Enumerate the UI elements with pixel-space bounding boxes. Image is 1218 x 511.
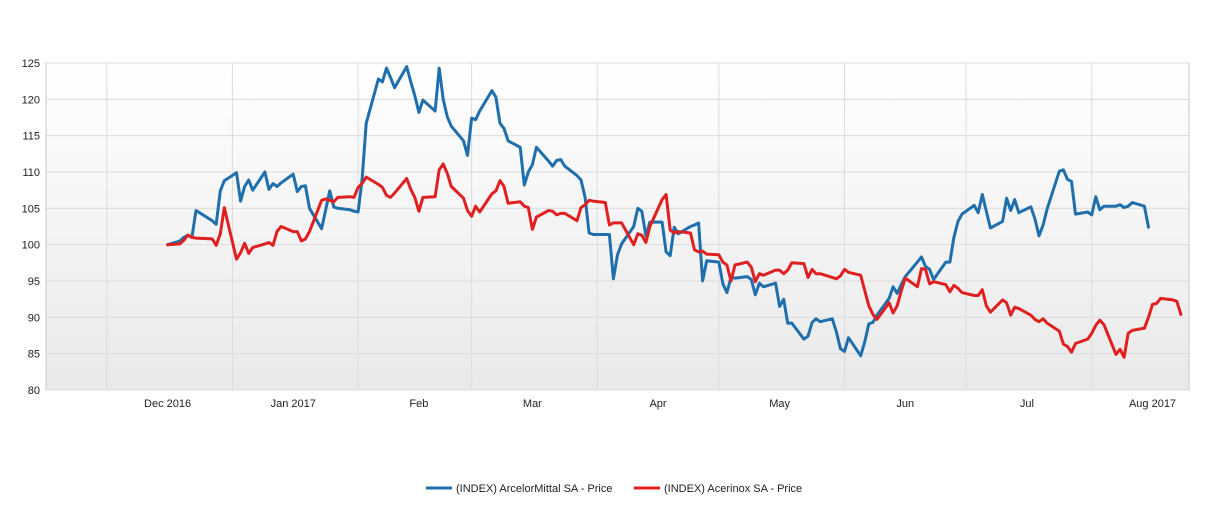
y-tick-label: 105 [22, 203, 40, 215]
vertical-gridlines [106, 63, 1093, 390]
legend: (INDEX) ArcelorMittal SA - Price (INDEX) … [426, 483, 802, 495]
x-tick-label: Dec 2016 [144, 398, 191, 410]
x-tick-label: Jun [896, 398, 914, 410]
y-tick-label: 100 [22, 240, 40, 252]
y-tick-label: 80 [28, 385, 40, 397]
series-lines [166, 65, 1183, 359]
x-tick-label: Jul [1020, 398, 1034, 410]
x-tick-label: May [769, 398, 790, 410]
x-tick-label: Jan 2017 [271, 398, 316, 410]
y-tick-label: 90 [28, 312, 40, 324]
x-tick-label: Aug 2017 [1129, 398, 1176, 410]
plot-area [45, 62, 1190, 391]
x-tick-label: Feb [409, 398, 428, 410]
y-tick-label: 125 [22, 58, 40, 70]
y-tick-label: 110 [22, 167, 40, 179]
y-tick-label: 95 [28, 276, 40, 288]
x-tick-label: Apr [649, 398, 666, 410]
x-axis-tick-labels: Dec 2016 Jan 2017 Feb Mar Apr May Jun Jul Aug 20… [144, 398, 1176, 410]
series-line-arcelormittal [166, 65, 1150, 358]
y-tick-label: 115 [22, 131, 40, 143]
series-line-acerinox [166, 162, 1183, 359]
legend-label: (INDEX) Acerinox SA - Price [664, 483, 802, 495]
y-axis-tick-labels: 80 85 90 95 100 105 110 115 120 125 [22, 58, 40, 397]
legend-label: (INDEX) ArcelorMittal SA - Price [456, 483, 612, 495]
y-tick-label: 85 [28, 349, 40, 361]
y-tick-label: 120 [22, 94, 40, 106]
x-tick-label: Mar [523, 398, 542, 410]
